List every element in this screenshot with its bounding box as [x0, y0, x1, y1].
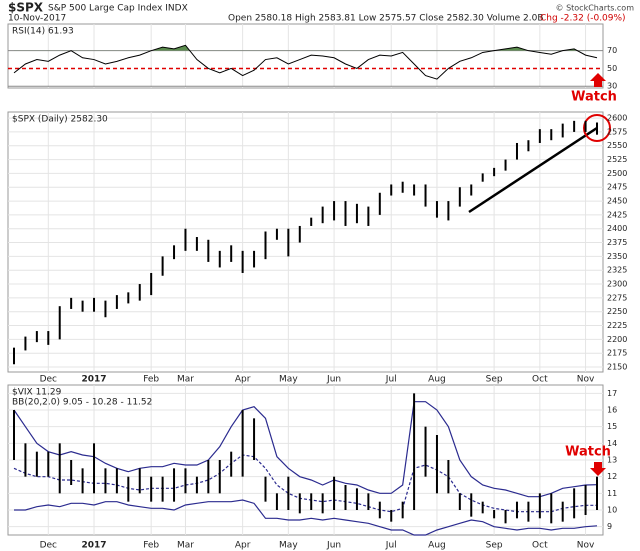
- y-tick-label: 2325: [607, 266, 627, 275]
- x-tick-label: Oct: [532, 541, 548, 551]
- y-tick-label: 2400: [607, 224, 627, 233]
- band-lower: [14, 499, 598, 536]
- x-tick-label: Sep: [486, 375, 503, 385]
- x-tick-label: Feb: [143, 541, 159, 551]
- x-tick-label: Jun: [326, 375, 341, 385]
- x-tick-label: Dec: [40, 541, 57, 551]
- y-tick-label: 2375: [607, 238, 627, 247]
- x-tick-label: Oct: [532, 375, 548, 385]
- x-tick-label: Dec: [40, 375, 57, 385]
- x-tick-label: Jul: [385, 375, 397, 385]
- band-label: BB(20,2.0) 9.05 - 10.28 - 11.52: [12, 398, 152, 408]
- y-tick-label: 2475: [607, 183, 627, 192]
- panel-label: $VIX 11.29: [12, 388, 62, 398]
- y-tick-label: 2300: [607, 280, 627, 289]
- y-tick-label: 16: [607, 406, 617, 415]
- y-tick-label: 17: [607, 389, 617, 398]
- y-tick-label: 2550: [607, 141, 627, 150]
- y-tick-label: 2350: [607, 252, 627, 261]
- panel-label: $SPX (Daily) 2582.30: [12, 115, 108, 125]
- trendline: [468, 126, 598, 214]
- x-tick-label: Jul: [385, 541, 397, 551]
- y-tick-label: 2175: [607, 349, 627, 358]
- symbol-name: S&P 500 Large Cap Index INDX: [48, 4, 188, 14]
- x-tick-label: Feb: [143, 375, 159, 385]
- rsi-line: [13, 44, 598, 80]
- y-tick-label: 15: [607, 422, 617, 431]
- annotation: Watch: [565, 445, 611, 460]
- y-tick-label: 2500: [607, 169, 627, 178]
- x-tick-label: May: [279, 541, 298, 551]
- y-tick-label: 9: [607, 522, 612, 531]
- panel-label: RSI(14) 61.93: [12, 27, 74, 37]
- quote: Open 2580.18 High 2583.81 Low 2575.57 Cl…: [228, 14, 544, 24]
- y-tick-label: 30: [607, 82, 617, 91]
- arrow-up: [590, 73, 606, 87]
- x-tick-label: Aug: [428, 375, 446, 385]
- y-tick-label: 2200: [607, 335, 627, 344]
- date: 10-Nov-2017: [8, 14, 66, 24]
- x-tick-label: Jun: [326, 541, 341, 551]
- x-tick-label: Mar: [177, 541, 194, 551]
- x-tick-label: Apr: [235, 375, 251, 385]
- x-tick-label: May: [279, 375, 298, 385]
- credit: © StockCharts.com: [556, 4, 635, 13]
- arrow-down: [590, 462, 606, 476]
- panel-frame: [7, 23, 604, 89]
- x-tick-label: Aug: [428, 541, 446, 551]
- symbol: $SPX: [8, 1, 44, 15]
- x-tick-label: Nov: [577, 375, 595, 385]
- panel-frame: [7, 111, 604, 373]
- y-tick-label: 2250: [607, 307, 627, 316]
- change: Chg -2.32 (-0.09%): [540, 14, 626, 24]
- x-tick-label: Nov: [577, 541, 595, 551]
- y-tick-label: 2575: [607, 127, 627, 136]
- y-tick-label: 2225: [607, 321, 627, 330]
- y-tick-label: 10: [607, 506, 617, 515]
- y-tick-label: 2150: [607, 363, 627, 372]
- x-tick-label: 2017: [81, 541, 106, 551]
- highlight-circle: [583, 114, 611, 142]
- y-tick-label: 2525: [607, 155, 627, 164]
- band-middle: [13, 454, 597, 513]
- y-tick-label: 11: [607, 489, 617, 498]
- y-tick-label: 2425: [607, 210, 627, 219]
- y-tick-label: 70: [607, 46, 617, 55]
- annotation: Watch: [571, 90, 617, 105]
- x-tick-label: Sep: [486, 541, 503, 551]
- y-tick-label: 13: [607, 456, 617, 465]
- x-tick-label: 2017: [81, 375, 106, 385]
- y-tick-label: 14: [607, 439, 617, 448]
- x-tick-label: Apr: [235, 541, 251, 551]
- y-tick-label: 2450: [607, 197, 627, 206]
- y-tick-label: 2275: [607, 293, 627, 302]
- y-tick-label: 2600: [607, 114, 627, 123]
- y-tick-label: 12: [607, 472, 617, 481]
- band-upper: [13, 401, 598, 498]
- y-tick-label: 50: [607, 64, 617, 73]
- x-tick-label: Mar: [177, 375, 194, 385]
